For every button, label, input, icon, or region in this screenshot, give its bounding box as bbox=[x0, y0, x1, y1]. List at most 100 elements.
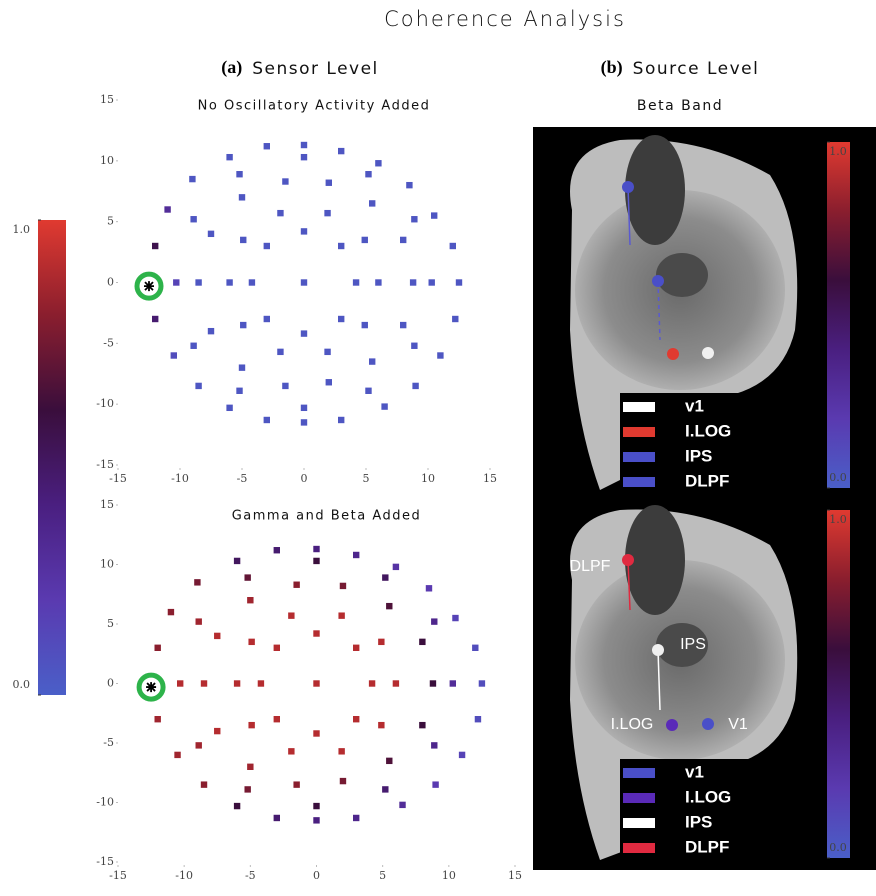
sensor bbox=[375, 160, 381, 166]
sensor bbox=[353, 645, 359, 651]
sensor bbox=[155, 716, 161, 722]
y-tick-label: 5 bbox=[107, 215, 114, 228]
seed-sensor bbox=[146, 682, 156, 692]
sensor bbox=[400, 237, 406, 243]
sensor bbox=[338, 148, 344, 154]
panel-label: (b) bbox=[601, 57, 623, 78]
chart-title: Gamma and Beta Added bbox=[232, 509, 422, 524]
sensor bbox=[248, 639, 254, 645]
sensor bbox=[313, 817, 319, 823]
sensor bbox=[338, 417, 344, 423]
sensor bbox=[412, 383, 418, 389]
sensor bbox=[277, 210, 283, 216]
colorbar bbox=[827, 510, 850, 858]
sensor bbox=[362, 322, 368, 328]
sensor bbox=[264, 316, 270, 322]
sensor bbox=[324, 210, 330, 216]
sensor bbox=[301, 228, 307, 234]
sensor bbox=[313, 558, 319, 564]
sensor bbox=[326, 180, 332, 186]
sensor bbox=[196, 742, 202, 748]
x-tick-label: -15 bbox=[109, 472, 127, 485]
sensor bbox=[340, 583, 346, 589]
sensor bbox=[177, 680, 183, 686]
sensor bbox=[301, 154, 307, 160]
sensor bbox=[429, 279, 435, 285]
sensor bbox=[426, 585, 432, 591]
sensor bbox=[173, 279, 179, 285]
legend-label: DLPF bbox=[685, 837, 729, 856]
colorbar-tick-label: 1.0 bbox=[13, 223, 31, 236]
legend-swatch bbox=[623, 452, 655, 462]
colorbar-tick-label: 1.0 bbox=[829, 513, 847, 526]
sensor bbox=[174, 752, 180, 758]
sensor bbox=[214, 633, 220, 639]
sensor bbox=[431, 212, 437, 218]
x-tick-label: -5 bbox=[237, 472, 248, 485]
region-label: V1 bbox=[728, 716, 748, 733]
sensor bbox=[381, 403, 387, 409]
sensor bbox=[293, 781, 299, 787]
sensor bbox=[338, 612, 344, 618]
x-tick-label: 10 bbox=[442, 869, 456, 882]
sensor bbox=[437, 352, 443, 358]
sensor bbox=[301, 279, 307, 285]
y-tick-label: 0 bbox=[107, 276, 114, 289]
sensor bbox=[155, 645, 161, 651]
panel-heading: (b) Source Level bbox=[601, 57, 760, 79]
sensor bbox=[432, 781, 438, 787]
sensor bbox=[201, 680, 207, 686]
sensor bbox=[419, 639, 425, 645]
sensor bbox=[400, 322, 406, 328]
sensor bbox=[313, 803, 319, 809]
sensor bbox=[274, 815, 280, 821]
sensor bbox=[378, 722, 384, 728]
sensor bbox=[282, 178, 288, 184]
sensor bbox=[353, 552, 359, 558]
sensor bbox=[399, 802, 405, 808]
legend-swatch bbox=[623, 793, 655, 803]
y-tick-label: -5 bbox=[103, 736, 114, 749]
sensor bbox=[450, 243, 456, 249]
sensor bbox=[324, 349, 330, 355]
sensor bbox=[168, 609, 174, 615]
sensor bbox=[382, 786, 388, 792]
panel-label: (a) bbox=[221, 57, 242, 78]
x-tick-label: 10 bbox=[421, 472, 435, 485]
sensor bbox=[369, 200, 375, 206]
panel-title: Source Level bbox=[633, 59, 760, 79]
y-tick-label: -5 bbox=[103, 336, 114, 349]
sensor bbox=[264, 143, 270, 149]
sensor bbox=[240, 322, 246, 328]
sensor bbox=[338, 748, 344, 754]
sensor bbox=[274, 645, 280, 651]
seed-sensor bbox=[144, 281, 154, 291]
sensor bbox=[293, 582, 299, 588]
sensor bbox=[247, 764, 253, 770]
region-label: DLPF bbox=[570, 558, 611, 575]
y-tick-label: 10 bbox=[100, 154, 114, 167]
colorbar-tick-label: 1.0 bbox=[829, 145, 847, 158]
sensor bbox=[393, 680, 399, 686]
colorbar bbox=[38, 220, 66, 695]
sensor bbox=[274, 716, 280, 722]
sensor bbox=[208, 328, 214, 334]
sensor bbox=[313, 680, 319, 686]
sensor bbox=[248, 722, 254, 728]
sensor bbox=[301, 405, 307, 411]
sensor bbox=[472, 645, 478, 651]
sensor bbox=[201, 781, 207, 787]
sensor bbox=[375, 279, 381, 285]
sensor bbox=[406, 182, 412, 188]
sensor bbox=[353, 279, 359, 285]
legend-swatch bbox=[623, 818, 655, 828]
panel-title: Sensor Level bbox=[252, 59, 379, 79]
y-tick-label: -15 bbox=[96, 458, 114, 471]
sensor bbox=[369, 358, 375, 364]
sensor bbox=[195, 279, 201, 285]
sensor bbox=[249, 279, 255, 285]
sensor bbox=[196, 618, 202, 624]
figure: Coherence Analysis (a) Sensor Level (b) … bbox=[0, 0, 876, 896]
sensor bbox=[431, 618, 437, 624]
sensor bbox=[277, 349, 283, 355]
